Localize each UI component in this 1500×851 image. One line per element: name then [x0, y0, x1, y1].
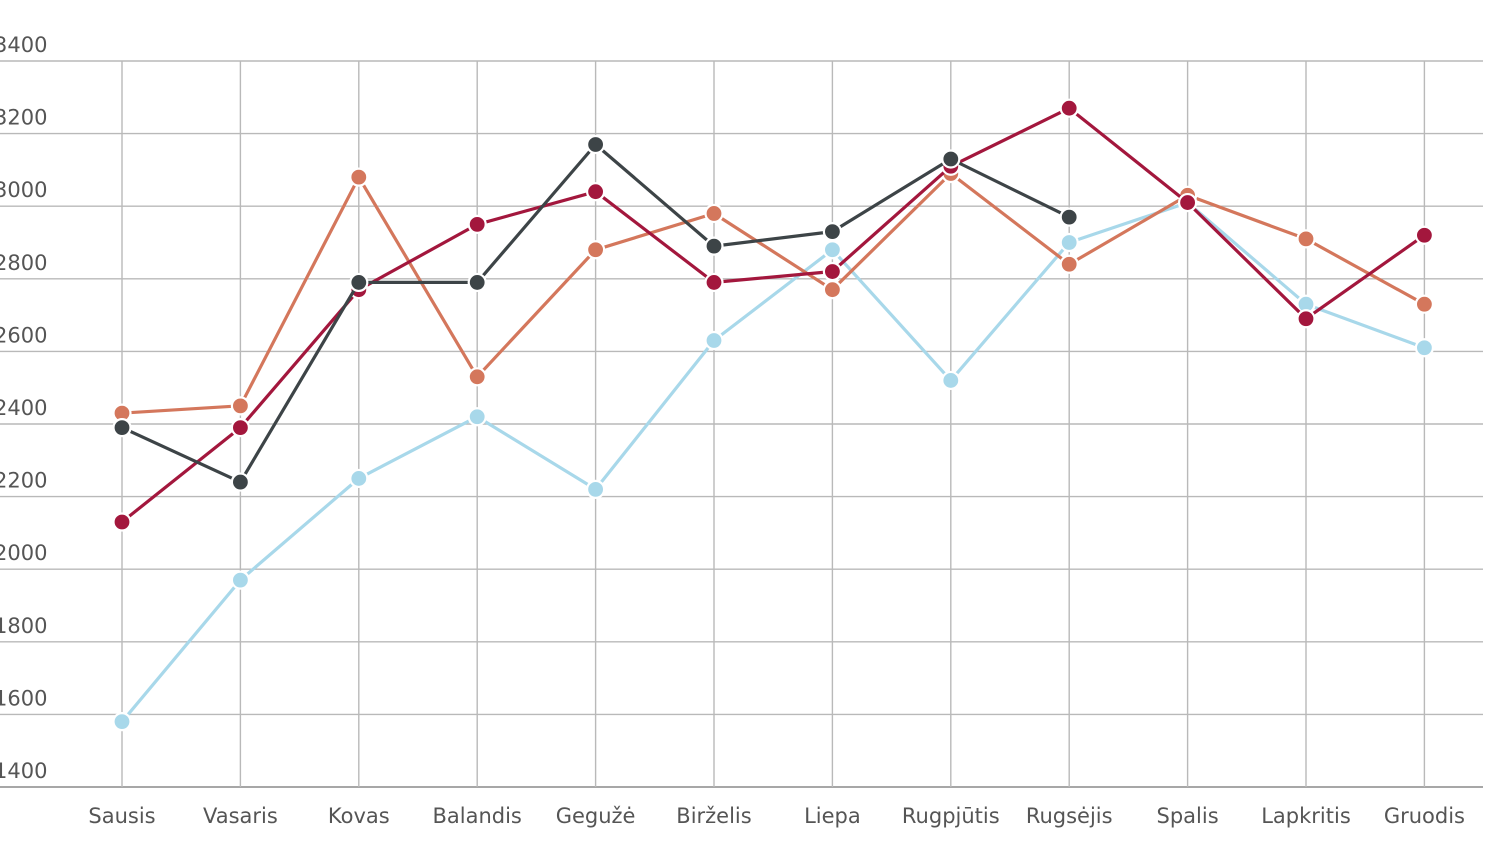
series-line [120, 201, 1426, 724]
series-3 [112, 98, 1435, 532]
data-point[interactable] [585, 240, 606, 260]
data-point[interactable] [822, 222, 843, 242]
data-point[interactable] [112, 512, 132, 532]
data-point[interactable] [1414, 338, 1435, 358]
x-tick-label: Rugsėjis [1026, 804, 1113, 828]
data-point[interactable] [1059, 254, 1079, 274]
data-point[interactable] [1177, 192, 1198, 213]
data-point[interactable] [1296, 229, 1316, 249]
y-tick-label: 1600 [0, 686, 47, 710]
data-point[interactable] [1059, 232, 1079, 253]
x-tick-label: Lapkritis [1261, 804, 1351, 828]
data-point[interactable] [467, 272, 487, 293]
data-point[interactable] [704, 236, 724, 256]
x-axis-ticks: Sausis Vasaris Kovas Balandis Gegužė Birželis… [88, 804, 1465, 828]
x-tick-label: Liepa [804, 804, 861, 828]
data-point[interactable] [1296, 309, 1316, 329]
data-point[interactable] [941, 149, 961, 169]
y-axis-ticks: 1400 1600 1800 2000 2200 2400 2600 2800 3000 3200… [0, 33, 47, 783]
data-point[interactable] [112, 712, 132, 732]
data-point[interactable] [1059, 98, 1079, 118]
data-point[interactable] [467, 214, 487, 234]
series-layer [112, 98, 1435, 732]
y-tick-label: 2200 [0, 469, 47, 493]
data-point[interactable] [230, 570, 250, 590]
y-tick-label: 1400 [0, 759, 47, 783]
data-point[interactable] [1414, 294, 1435, 314]
series-2 [112, 163, 1435, 423]
data-point[interactable] [941, 370, 961, 391]
y-tick-label: 3000 [0, 178, 47, 202]
y-tick-label: 1800 [0, 614, 47, 638]
data-point[interactable] [349, 468, 369, 489]
data-point[interactable] [585, 134, 606, 155]
data-point[interactable] [230, 396, 250, 416]
x-tick-label: Rugpjūtis [902, 804, 1000, 828]
data-point[interactable] [704, 330, 724, 351]
data-point[interactable] [585, 479, 606, 499]
y-tick-label: 3200 [0, 106, 47, 130]
y-tick-label: 2400 [0, 396, 47, 420]
x-tick-label: Balandis [432, 804, 521, 828]
data-point[interactable] [230, 472, 250, 492]
data-point[interactable] [704, 203, 724, 224]
data-point[interactable] [112, 418, 132, 438]
data-point[interactable] [349, 167, 369, 187]
data-point[interactable] [822, 261, 843, 282]
y-tick-label: 2600 [0, 323, 47, 347]
grid-layer [0, 60, 1483, 788]
x-tick-label: Spalis [1157, 804, 1219, 828]
x-tick-label: Gruodis [1384, 804, 1465, 828]
data-point[interactable] [230, 418, 250, 438]
x-tick-label: Vasaris [203, 804, 278, 828]
y-tick-label: 3400 [0, 33, 47, 57]
data-point[interactable] [349, 272, 369, 293]
y-tick-label: 2000 [0, 541, 47, 565]
data-point[interactable] [822, 240, 843, 260]
x-tick-label: Sausis [88, 804, 155, 828]
data-point[interactable] [467, 407, 487, 427]
data-point[interactable] [1414, 225, 1435, 245]
data-point[interactable] [1059, 207, 1079, 227]
data-point[interactable] [822, 280, 843, 300]
series-line [120, 106, 1426, 524]
series-line [120, 171, 1426, 415]
y-tick-label: 2800 [0, 251, 47, 275]
x-tick-label: Birželis [676, 804, 751, 828]
series-1 [112, 192, 1435, 732]
x-tick-label: Kovas [328, 804, 390, 828]
x-tick-label: Gegužė [556, 804, 636, 828]
data-point[interactable] [467, 367, 487, 387]
data-point[interactable] [704, 272, 724, 293]
data-point[interactable] [585, 182, 606, 202]
series-4 [112, 134, 1079, 492]
